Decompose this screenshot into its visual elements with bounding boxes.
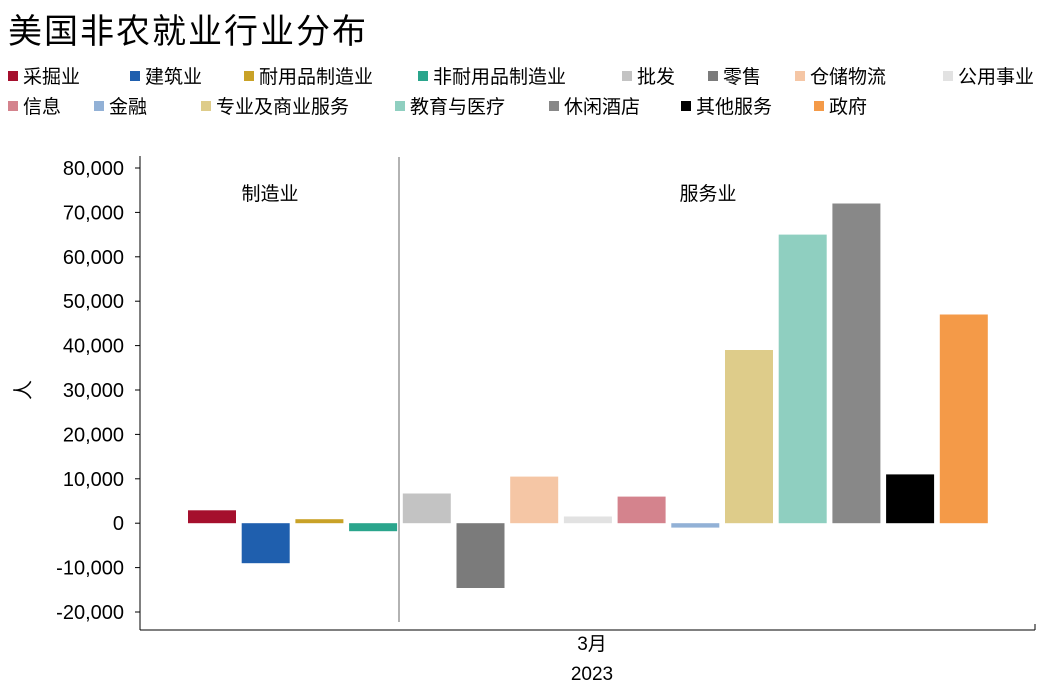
legend-swatch <box>8 70 18 81</box>
legend-item: 公用事业 <box>943 62 1034 89</box>
legend-row: 采掘业 建筑业 耐用品制造业 非耐用品制造业 批发 零售 仓储物流 公用事业 <box>8 62 1043 92</box>
legend-label: 耐用品制造业 <box>259 66 374 88</box>
legend-item: 专业及商业服务 <box>201 92 349 119</box>
legend-item: 教育与医疗 <box>395 92 505 119</box>
legend-swatch <box>8 100 18 111</box>
chart-title: 美国非农就业行业分布 <box>8 12 368 52</box>
bar-9 <box>617 496 666 524</box>
bar-6 <box>456 523 505 588</box>
legend-label: 专业及商业服务 <box>216 96 350 118</box>
bar-1 <box>188 510 236 524</box>
legend-label: 采掘业 <box>23 66 81 88</box>
legend-label: 金融 <box>109 96 148 118</box>
legend-item: 零售 <box>708 62 761 89</box>
legend-item: 耐用品制造业 <box>244 62 373 89</box>
legend-swatch <box>708 70 718 81</box>
legend-label: 批发 <box>637 66 676 88</box>
bar-14 <box>886 474 935 524</box>
legend-label: 零售 <box>723 66 762 88</box>
bar-12 <box>778 234 827 524</box>
legend-swatch <box>943 70 953 81</box>
legend-swatch <box>201 100 211 111</box>
y-tick-label: 50,000 <box>63 291 124 313</box>
legend-label: 其他服务 <box>696 96 773 118</box>
bar-13 <box>832 203 881 524</box>
y-tick-label: -20,000 <box>56 602 124 624</box>
legend-swatch <box>795 70 805 81</box>
x-category-label: 3月 <box>577 634 607 655</box>
bar-3 <box>295 519 344 524</box>
bar-10 <box>671 523 720 528</box>
legend-label: 教育与医疗 <box>410 96 506 118</box>
legend-swatch <box>130 70 140 81</box>
y-tick-label: 20,000 <box>63 424 124 446</box>
x-year-label: 2023 <box>571 664 613 685</box>
bar-4 <box>349 523 398 532</box>
annotation-services: 服务业 <box>679 183 736 205</box>
legend-item: 政府 <box>814 92 867 119</box>
legend-item: 采掘业 <box>8 62 80 89</box>
legend-swatch <box>244 70 254 81</box>
legend-label: 非耐用品制造业 <box>433 66 567 88</box>
bar-11 <box>725 350 773 524</box>
legend-label: 信息 <box>23 96 62 118</box>
legend-swatch <box>622 70 632 81</box>
y-axis-label: 人 <box>11 380 35 400</box>
y-tick-label: 30,000 <box>63 380 124 402</box>
legend-item: 休闲酒店 <box>549 92 640 119</box>
legend-label: 公用事业 <box>958 66 1035 88</box>
legend-item: 其他服务 <box>681 92 772 119</box>
bar-2 <box>241 523 290 564</box>
legend-item: 信息 <box>8 92 61 119</box>
legend-item: 仓储物流 <box>795 62 886 89</box>
legend-label: 休闲酒店 <box>564 96 641 118</box>
bar-7 <box>510 476 559 524</box>
legend-swatch <box>395 100 405 111</box>
legend-item: 批发 <box>622 62 675 89</box>
legend-row: 信息 金融 专业及商业服务 教育与医疗 休闲酒店 其他服务 政府 <box>8 92 1043 122</box>
legend-swatch <box>549 100 559 111</box>
y-tick-label: 40,000 <box>63 336 124 358</box>
y-tick-label: 0 <box>113 513 124 535</box>
legend-item: 建筑业 <box>130 62 202 89</box>
legend-label: 政府 <box>829 96 868 118</box>
bar-15 <box>939 314 988 524</box>
legend-label: 建筑业 <box>145 66 203 88</box>
legend-item: 金融 <box>94 92 147 119</box>
legend-label: 仓储物流 <box>810 66 887 88</box>
legend-swatch <box>94 100 104 111</box>
legend: 采掘业 建筑业 耐用品制造业 非耐用品制造业 批发 零售 仓储物流 公用事业信息 金融 专业及商业… <box>8 62 1043 122</box>
bar-5 <box>402 493 451 524</box>
legend-swatch <box>681 100 691 111</box>
legend-item: 非耐用品制造业 <box>418 62 566 89</box>
y-tick-label: 70,000 <box>63 202 124 224</box>
legend-swatch <box>814 100 824 111</box>
legend-swatch <box>418 70 428 81</box>
y-tick-label: -10,000 <box>56 558 124 580</box>
annotation-manufacturing: 制造业 <box>241 183 298 205</box>
y-tick-label: 10,000 <box>63 469 124 491</box>
y-tick-label: 80,000 <box>63 158 124 180</box>
y-tick-label: 60,000 <box>63 247 124 269</box>
bar-8 <box>563 516 612 524</box>
